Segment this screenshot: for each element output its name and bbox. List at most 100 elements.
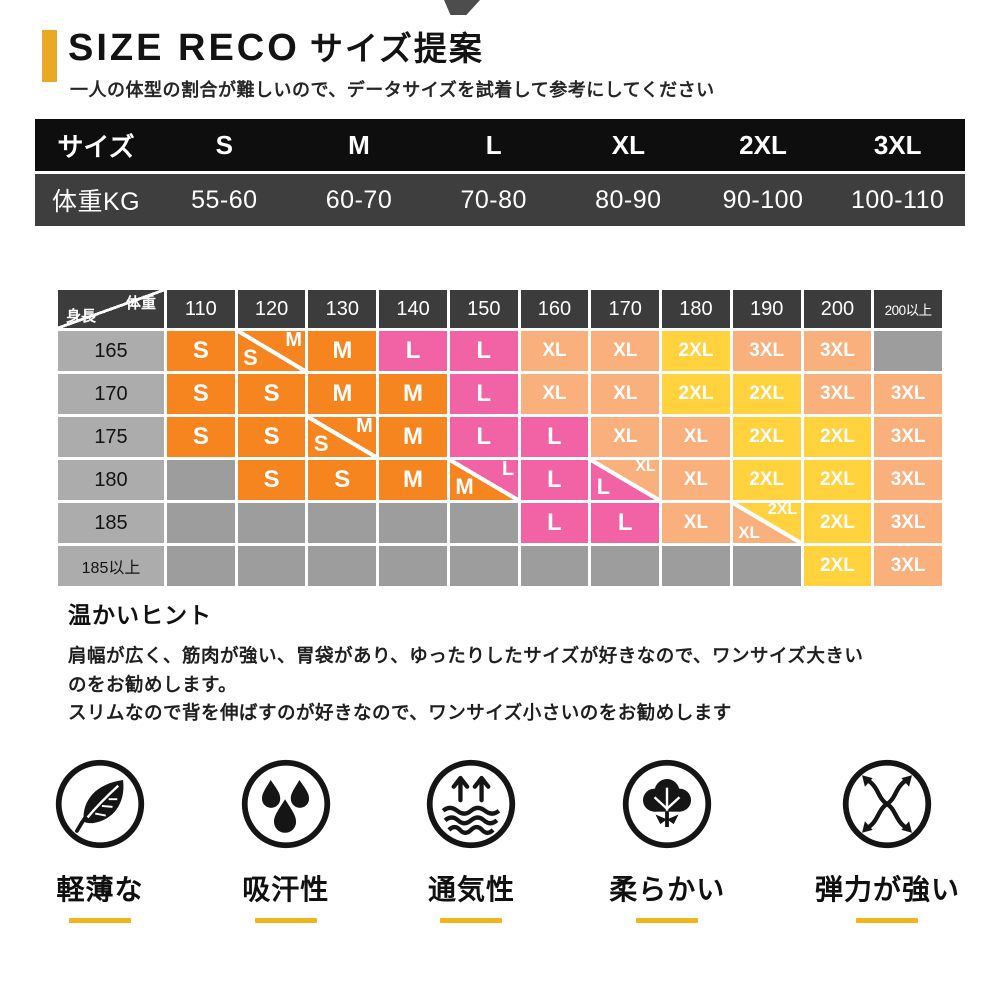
matrix-weight-column-header: 200 [803, 290, 872, 328]
title-jp: サイズ提案 [309, 30, 484, 67]
matrix-size-value: XL [738, 523, 760, 542]
matrix-height-row-label: 185以上 [58, 546, 164, 586]
matrix-size-value: XL [635, 458, 656, 475]
height-weight-size-matrix: 体重 身長 110 120 130 140 150 160 170 180 190 200 200以上 1… [58, 290, 942, 586]
matrix-size-cell: M [308, 331, 377, 371]
matrix-size-cell: S [167, 331, 235, 371]
matrix-empty-cell [520, 546, 589, 586]
matrix-size-cell: S [167, 417, 235, 457]
matrix-weight-column-header: 120 [237, 290, 306, 328]
matrix-empty-cell [167, 460, 235, 500]
feature-underline [254, 918, 317, 923]
feature-1: 軽薄な [52, 756, 148, 923]
matrix-empty-cell [379, 503, 447, 543]
matrix-weight-column-header: 150 [449, 290, 518, 328]
matrix-size-cell: 3XL [874, 546, 942, 586]
matrix-weight-column-header: 140 [379, 290, 447, 328]
matrix-height-row-label: 180 [58, 460, 164, 500]
matrix-weight-column-header: 200以上 [874, 290, 942, 328]
matrix-size-cell: L [379, 331, 447, 371]
matrix-height-row-label: 165 [58, 331, 164, 371]
matrix-size-cell: L [449, 331, 518, 371]
feature-3: 通気性 [423, 756, 519, 923]
feature-label: 弾力が強い [814, 874, 960, 905]
feature-underline [636, 918, 699, 923]
weight-table-weight-range: 60-70 [325, 185, 393, 214]
matrix-empty-cell [237, 503, 306, 543]
hint-section: 温かいヒント 肩幅が広く、筋肉が強い、胃袋があり、ゆったりしたサイズが好きなので… [68, 596, 880, 728]
feature-2: 吸汗性 [238, 756, 334, 923]
matrix-size-cell: S [237, 374, 306, 414]
matrix-size-cell: L [449, 417, 518, 457]
matrix-size-cell: 2XL [803, 546, 872, 586]
matrix-size-cell: XL [662, 460, 730, 500]
matrix-empty-cell [449, 503, 518, 543]
weight-table-size-label: サイズ [57, 131, 135, 162]
cotton-icon [619, 756, 715, 852]
weight-table-size-header: S [215, 129, 233, 160]
matrix-size-cell: 3XL [874, 417, 942, 457]
matrix-size-cell: M [308, 374, 377, 414]
feature-label: 吸汗性 [242, 874, 330, 905]
features-row: 軽薄な 吸汗性 通気性 柔らかい 弾力が強い [52, 756, 960, 923]
matrix-size-cell: M [379, 460, 447, 500]
weight-table-value-row: 体重KG 55-60 60-70 70-80 80-90 90-100 100-110 [35, 174, 965, 226]
feature-label: 柔らかい [609, 874, 726, 905]
matrix-size-cell: 2XL [732, 374, 801, 414]
matrix-size-cell: XL [662, 503, 730, 543]
weight-table-row-label: 体重KG [51, 188, 141, 216]
matrix-size-value: M [455, 474, 474, 499]
page-title: SIZE RECO サイズ提案 [68, 22, 484, 70]
matrix-size-value: L [596, 474, 611, 499]
hint-title: 温かいヒント [68, 602, 212, 628]
stretch-icon [839, 756, 935, 852]
matrix-size-cell: XL [591, 331, 660, 371]
matrix-empty-cell [308, 503, 377, 543]
matrix-empty-cell [167, 503, 235, 543]
droplets-icon [238, 756, 334, 852]
matrix-size-cell: 3XL [874, 503, 942, 543]
matrix-size-cell: L [520, 417, 589, 457]
leaf-icon [52, 756, 148, 852]
matrix-weight-column-header: 160 [520, 290, 589, 328]
matrix-weight-column-header: 190 [732, 290, 801, 328]
matrix-size-value: S [313, 431, 329, 456]
matrix-split-size-cell: L XL [591, 458, 660, 500]
matrix-empty-cell [732, 546, 801, 586]
weight-table-weight-range: 90-100 [722, 185, 804, 214]
matrix-size-cell: 3XL [803, 331, 872, 371]
matrix-size-cell: 3XL [874, 460, 942, 500]
matrix-weight-column-header: 110 [167, 290, 235, 328]
matrix-size-cell: S [237, 417, 306, 457]
feature-5: 弾力が強い [815, 756, 960, 923]
matrix-size-cell: S [308, 460, 377, 500]
matrix-empty-cell [874, 331, 942, 371]
feature-label: 通気性 [427, 874, 515, 905]
matrix-size-cell: XL [520, 331, 589, 371]
matrix-size-cell: S [237, 460, 306, 500]
weight-table-header-row: サイズ S M L XL 2XL 3XL [35, 119, 965, 171]
matrix-size-cell: 2XL [662, 331, 730, 371]
matrix-empty-cell [662, 546, 730, 586]
title-accent-bar [42, 30, 57, 82]
matrix-height-row-label: 175 [58, 417, 164, 457]
matrix-size-value: 2XL [767, 501, 798, 518]
matrix-empty-cell [379, 546, 447, 586]
weight-table-size-header: M [348, 129, 370, 160]
matrix-height-row-label: 185 [58, 503, 164, 543]
matrix-empty-cell [591, 546, 660, 586]
matrix-size-cell: 3XL [803, 374, 872, 414]
matrix-size-value: M [356, 415, 373, 437]
matrix-size-cell: 2XL [662, 374, 730, 414]
matrix-size-value: S [243, 345, 258, 370]
weight-table-size-header: 3XL [873, 129, 922, 160]
weight-table-weight-range: 100-110 [850, 185, 945, 214]
matrix-size-cell: M [379, 374, 447, 414]
matrix-size-cell: 2XL [803, 460, 872, 500]
matrix-weight-column-header: 180 [662, 290, 730, 328]
weight-table-size-header: XL [611, 129, 645, 160]
weight-table-weight-range: 80-90 [595, 185, 662, 214]
